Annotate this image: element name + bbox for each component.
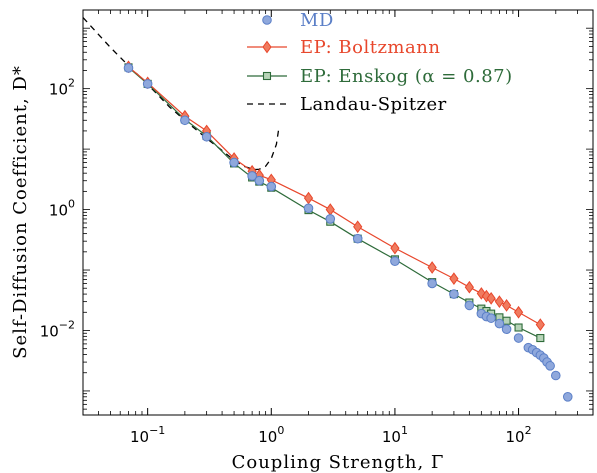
data-point bbox=[201, 131, 212, 142]
x-tick-label: 10−1 bbox=[130, 424, 165, 446]
y-tick-label: 100 bbox=[49, 198, 75, 220]
legend-label: Landau-Spitzer bbox=[300, 94, 447, 115]
data-point bbox=[464, 300, 475, 311]
legend-marker bbox=[262, 71, 272, 81]
data-point bbox=[325, 203, 335, 216]
legend-item: EP: Boltzmann bbox=[247, 37, 440, 58]
legend-label: EP: Enskog (α = 0.87) bbox=[300, 66, 513, 87]
y-tick-label: 10−2 bbox=[40, 318, 75, 340]
legend-item: Landau-Spitzer bbox=[247, 94, 447, 115]
legend-label: MD bbox=[300, 10, 334, 31]
data-point bbox=[303, 203, 314, 214]
data-point bbox=[501, 299, 512, 312]
data-point bbox=[513, 333, 524, 343]
data-point bbox=[476, 287, 486, 300]
data-point bbox=[427, 278, 437, 289]
series-line bbox=[83, 17, 280, 171]
data-point bbox=[142, 79, 153, 89]
data-point bbox=[352, 233, 363, 244]
data-point bbox=[229, 157, 239, 168]
series-3 bbox=[83, 17, 280, 171]
x-axis-label: Coupling Strength, Γ bbox=[232, 452, 445, 473]
series-line bbox=[128, 66, 541, 326]
x-tick-label: 101 bbox=[382, 424, 408, 446]
x-tick-label: 100 bbox=[258, 424, 284, 446]
data-point bbox=[486, 292, 496, 305]
data-point bbox=[494, 295, 505, 308]
series-0 bbox=[123, 63, 573, 402]
data-point bbox=[501, 324, 512, 335]
data-point bbox=[514, 323, 523, 332]
data-point bbox=[254, 175, 265, 186]
data-point bbox=[464, 280, 474, 294]
data-point bbox=[180, 115, 190, 126]
legend-marker bbox=[262, 40, 272, 54]
series-line bbox=[128, 66, 541, 339]
data-point bbox=[123, 63, 134, 73]
data-point bbox=[353, 220, 363, 234]
data-point bbox=[449, 289, 459, 299]
data-point bbox=[449, 272, 459, 286]
data-point bbox=[536, 333, 545, 343]
data-point bbox=[303, 191, 314, 205]
data-point bbox=[550, 370, 561, 381]
data-point bbox=[494, 318, 505, 329]
legend-marker bbox=[262, 15, 272, 25]
y-tick-label: 102 bbox=[49, 77, 75, 99]
y-axis-label: Self-Diffusion Coefficient, D* bbox=[10, 65, 31, 359]
data-point bbox=[513, 305, 524, 319]
data-point bbox=[247, 171, 257, 181]
data-point bbox=[535, 318, 545, 331]
legend-label: EP: Boltzmann bbox=[300, 37, 440, 58]
data-point bbox=[266, 181, 277, 192]
data-point bbox=[545, 361, 555, 371]
data-point bbox=[390, 241, 400, 255]
data-point bbox=[390, 256, 400, 266]
data-point bbox=[562, 392, 573, 402]
legend-item: EP: Enskog (α = 0.87) bbox=[247, 66, 513, 87]
data-point bbox=[486, 313, 496, 323]
legend: MD EP: Boltzmann EP: Enskog (α = 0.87) Land… bbox=[247, 10, 513, 115]
x-tick-label: 102 bbox=[506, 424, 532, 446]
legend-item: MD bbox=[262, 10, 334, 31]
data-point bbox=[325, 214, 336, 224]
data-point bbox=[427, 261, 437, 274]
